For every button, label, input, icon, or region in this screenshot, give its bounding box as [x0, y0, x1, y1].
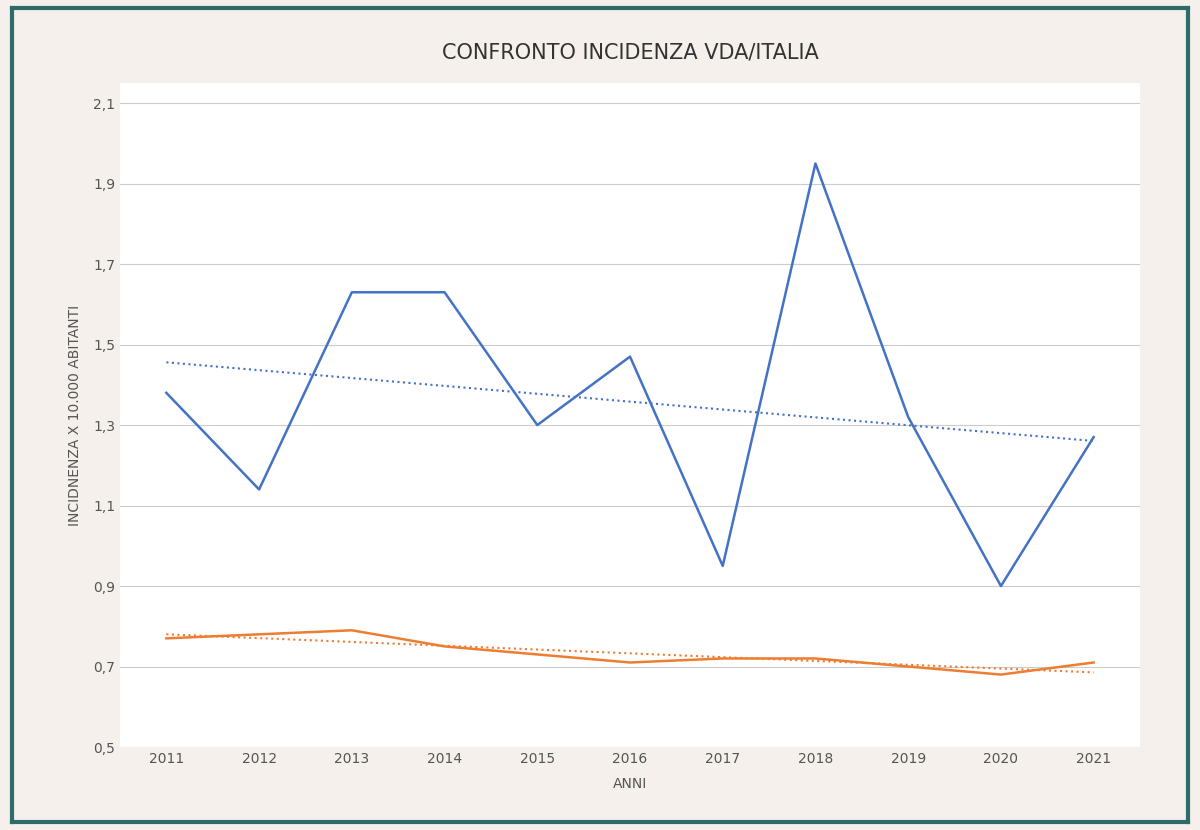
Y-axis label: INCIDNENZA X 10.000 ABITANTI: INCIDNENZA X 10.000 ABITANTI	[68, 305, 82, 525]
Title: CONFRONTO INCIDENZA VDA/ITALIA: CONFRONTO INCIDENZA VDA/ITALIA	[442, 42, 818, 62]
X-axis label: ANNI: ANNI	[613, 777, 647, 791]
